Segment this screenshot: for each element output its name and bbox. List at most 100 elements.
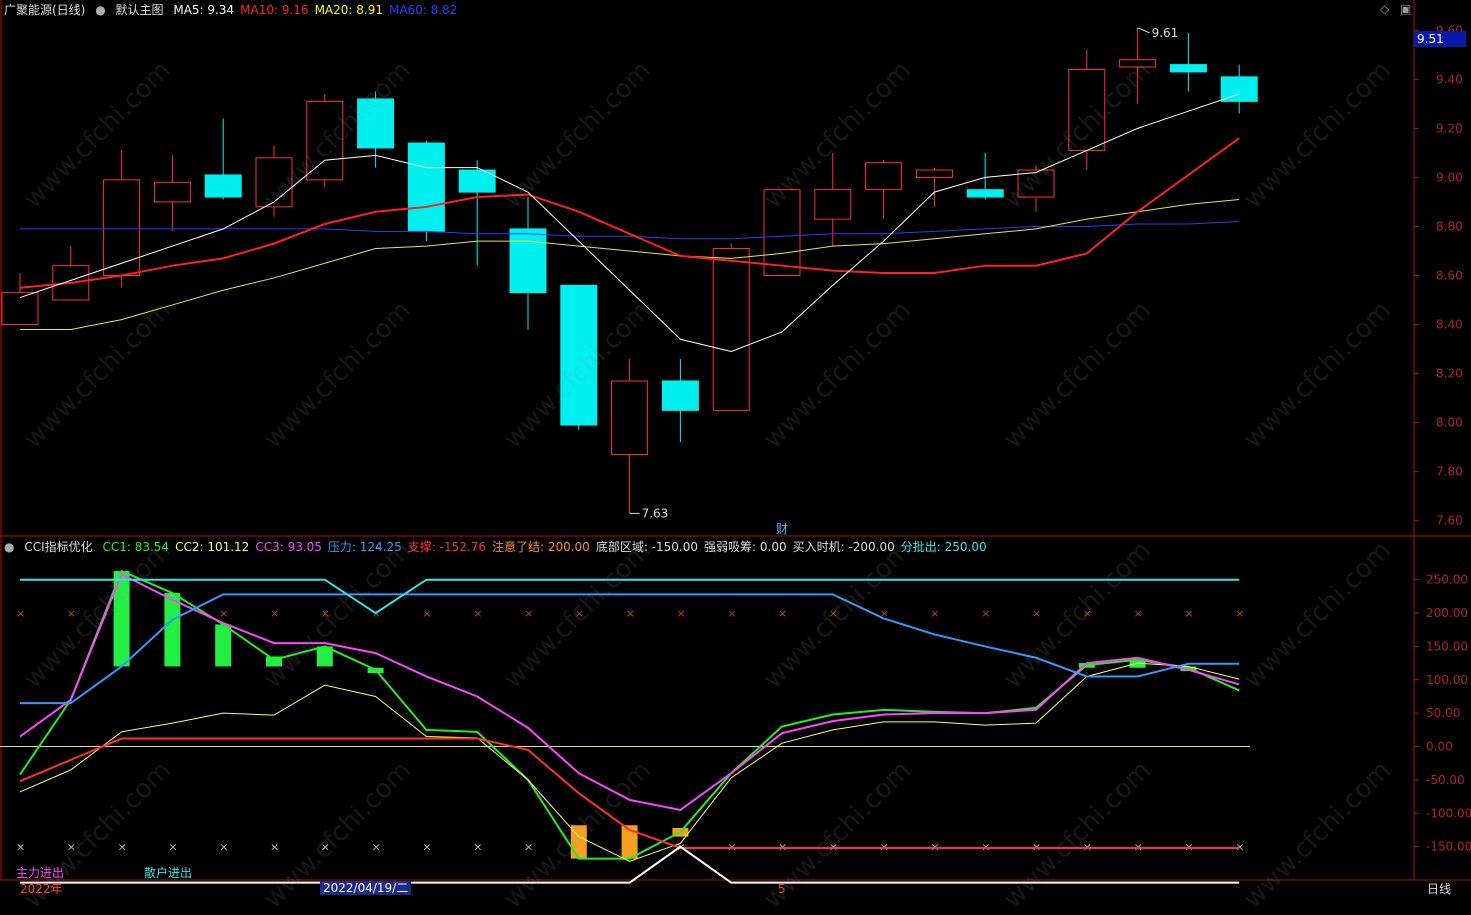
indicator-legend-item-0: CC1: 83.54 <box>102 540 170 554</box>
candle-body-22 <box>1119 59 1157 68</box>
indicator-legend-item-5: 注意了结: 200.00 <box>491 540 590 554</box>
candle-body-20 <box>1017 169 1055 198</box>
cci-tick-label-0: 250.00 <box>1426 573 1468 587</box>
high-annotation-label: 9.61 <box>1152 26 1179 40</box>
candle-body-23 <box>1169 64 1207 73</box>
price-tick-label-5: 8.60 <box>1436 269 1463 283</box>
main-chart-label[interactable]: 默认主图 <box>115 3 164 17</box>
cci-series-line-0 <box>19 569 1240 860</box>
indicator-legend: CC1: 83.54 CC2: 101.12 CC3: 93.05 压力: 124.2… <box>102 540 992 554</box>
cci-x-marker-0-18: × <box>930 607 939 620</box>
cci-series-line-1 <box>19 662 1240 862</box>
indicator-name[interactable]: CCI指标优化 <box>24 540 93 554</box>
candle-body-5 <box>255 157 293 208</box>
cci-green-bar-1 <box>164 593 181 667</box>
period-label[interactable]: 日线 <box>1427 882 1452 896</box>
cci-x-marker-0-21: × <box>1083 607 1092 620</box>
cci-x-marker-0-5: × <box>270 607 279 620</box>
cci-tick-label-2: 150.00 <box>1426 639 1468 653</box>
cci-tick-label-1: 200.00 <box>1426 606 1468 620</box>
high-annotation-arrow <box>1137 27 1150 34</box>
cci-x-marker-0-10: × <box>524 607 533 620</box>
cci-x-marker-0-13: × <box>676 607 685 620</box>
ma10-line <box>19 137 1240 289</box>
indicator-legend-item-8: 买入时机: -200.00 <box>792 540 895 554</box>
cci-x-marker-0-15: × <box>778 607 787 620</box>
legend-retail: 散户进出 <box>144 866 193 880</box>
candle-body-0 <box>1 292 39 326</box>
ma20-line <box>20 198 1240 330</box>
ma-legend: MA5: 9.34 MA10: 9.16 MA20: 8.91 MA60: 8.82 <box>173 3 463 17</box>
indicator-toggle-icon[interactable]: ● <box>4 540 15 554</box>
candle-body-18 <box>915 169 953 178</box>
cci-x-marker-1-1: × <box>67 841 76 854</box>
selected-date[interactable]: 2022/04/19/二 <box>320 881 412 895</box>
cci-x-marker-0-0: × <box>16 607 25 620</box>
indicator-legend-item-6: 底部区域: -150.00 <box>595 540 699 554</box>
cci-x-marker-0-8: × <box>422 607 431 620</box>
candle-body-12 <box>611 380 649 456</box>
ma-legend-item-0: MA5: 9.34 <box>173 3 235 17</box>
cci-x-marker-1-3: × <box>168 841 177 854</box>
cci-x-marker-1-10: × <box>524 841 533 854</box>
candle-body-7 <box>357 98 395 149</box>
cci-x-marker-0-4: × <box>219 607 228 620</box>
candle-body-24 <box>1220 76 1258 102</box>
cci-tick-label-8: -150.00 <box>1426 840 1471 854</box>
cci-series-line-5 <box>20 578 1240 615</box>
cci-x-marker-0-19: × <box>981 607 990 620</box>
price-tick-label-8: 8.00 <box>1436 416 1463 430</box>
candle-body-4 <box>204 174 242 198</box>
cci-orange-bar-0 <box>570 825 587 859</box>
cci-x-marker-0-14: × <box>727 607 736 620</box>
cci-tick-label-5: 0.00 <box>1426 740 1453 754</box>
indicator-legend-item-1: CC2: 101.12 <box>175 540 250 554</box>
cci-tick-label-4: 50.00 <box>1426 706 1460 720</box>
ma-legend-item-3: MA60: 8.82 <box>388 3 458 17</box>
cci-series-line-3 <box>20 593 1240 705</box>
candle-body-16 <box>814 189 852 220</box>
candle-body-21 <box>1068 69 1106 151</box>
cci-x-marker-1-0: × <box>16 841 25 854</box>
price-tick-label-9: 7.80 <box>1436 465 1463 479</box>
cci-x-marker-0-6: × <box>321 607 330 620</box>
cci-x-marker-1-24: × <box>1235 841 1244 854</box>
legend-main-force: 主力进出 <box>16 866 65 880</box>
candle-body-6 <box>306 100 344 181</box>
cci-series-line-2 <box>19 572 1240 811</box>
stock-title[interactable]: 广聚能源(日线) <box>4 3 86 17</box>
cci-green-bar-2 <box>215 624 232 667</box>
candle-body-10 <box>509 228 547 294</box>
candle-body-8 <box>407 142 445 232</box>
cci-x-marker-0-12: × <box>626 607 635 620</box>
cci-tick-label-3: 100.00 <box>1426 673 1468 687</box>
cci-green-bar-4 <box>316 646 333 667</box>
candle-body-9 <box>458 169 496 193</box>
current-price-badge: 9.51 <box>1414 31 1466 47</box>
candle-body-14 <box>712 248 750 411</box>
indicator-legend-item-3: 压力: 124.25 <box>327 540 402 554</box>
panel-toggle-icon[interactable]: ▣ <box>1400 2 1412 16</box>
indicator-legend-item-4: 支撑: -152.76 <box>407 540 486 554</box>
candle-body-11 <box>560 284 598 426</box>
main-chart-header: 广聚能源(日线) ● 默认主图 MA5: 9.34 MA10: 9.16 MA20:… <box>4 1 469 19</box>
cci-x-marker-0-22: × <box>1134 607 1143 620</box>
cci-x-marker-1-8: × <box>422 841 431 854</box>
cci-x-marker-0-23: × <box>1184 607 1193 620</box>
cci-x-marker-0-17: × <box>880 607 889 620</box>
diamond-icon[interactable]: ◇ <box>1380 2 1390 16</box>
indicator-legend-item-9: 分批出: 250.00 <box>900 540 987 554</box>
cci-x-marker-0-1: × <box>67 607 76 620</box>
price-tick-label-6: 8.40 <box>1436 318 1463 332</box>
cci-tick-label-7: -100.00 <box>1426 806 1471 820</box>
cci-series-line-6 <box>20 845 1240 884</box>
candle-body-15 <box>763 189 801 277</box>
cci-x-marker-0-9: × <box>473 607 482 620</box>
cci-tick-label-6: -50.00 <box>1426 773 1465 787</box>
settings-circle-icon[interactable]: ● <box>95 3 106 17</box>
indicator-legend-item-7: 强弱吸筹: 0.00 <box>704 540 787 554</box>
cci-x-marker-1-7: × <box>372 841 381 854</box>
candle-body-17 <box>865 162 903 191</box>
low-annotation-label: 7.63 <box>642 506 669 520</box>
